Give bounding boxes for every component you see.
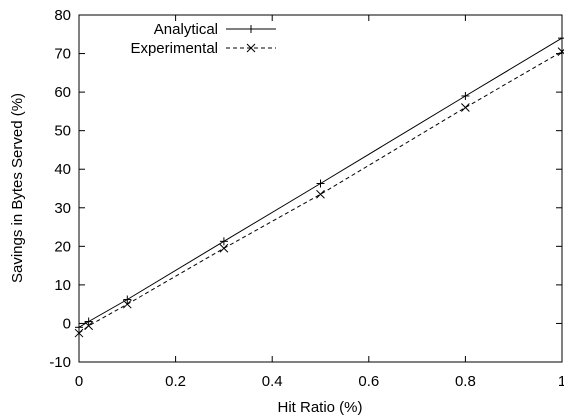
- cross-marker-b: [557, 48, 564, 56]
- data-point-experimental: [557, 47, 564, 56]
- legend-label-experimental: Experimental: [130, 40, 218, 57]
- cross-marker-b: [219, 243, 229, 253]
- data-point-experimental: [84, 321, 94, 331]
- legend-marker-experimental: [246, 43, 256, 53]
- data-point-analytical: [219, 237, 228, 246]
- data-point-analytical: [123, 295, 132, 304]
- cross-marker-b: [316, 189, 325, 199]
- data-point-analytical: [558, 34, 564, 43]
- series-layer: [74, 34, 564, 338]
- y-tick-label: 80: [54, 7, 71, 24]
- data-point-analytical: [461, 91, 470, 100]
- data-point-analytical: [75, 323, 83, 332]
- legend: Analytical Experimental: [130, 21, 276, 57]
- data-point-experimental: [74, 328, 84, 338]
- data-point-experimental: [122, 299, 132, 309]
- data-point-experimental: [316, 189, 325, 199]
- legend-label-analytical: Analytical: [154, 21, 218, 38]
- y-tick-label: 0: [63, 315, 71, 332]
- y-tick-label: 60: [54, 84, 71, 101]
- y-tick-label: -10: [49, 354, 71, 371]
- legend-marker-analytical: [247, 25, 255, 33]
- cross-marker-b: [461, 103, 470, 112]
- x-tick-label: 0.8: [455, 373, 476, 390]
- y-tick-label: 20: [54, 238, 71, 255]
- y-tick-label: 40: [54, 161, 71, 178]
- plot-frame: [78, 14, 563, 363]
- y-axis-label: Savings in Bytes Served (%): [9, 93, 26, 283]
- series-line-experimental: [78, 51, 563, 334]
- y-tick-label: 70: [54, 46, 71, 63]
- x-axis-ticks: 0 0.2 0.4 0.6 0.8 1: [75, 15, 564, 390]
- y-tick-label: 50: [54, 123, 71, 140]
- x-tick-label: 0.2: [165, 373, 186, 390]
- cross-marker-b: [84, 321, 94, 331]
- y-tick-label: 30: [54, 200, 71, 217]
- x-tick-label: 0.6: [358, 373, 379, 390]
- cross-marker-b: [74, 328, 84, 338]
- y-tick-label: 10: [54, 277, 71, 294]
- x-tick-label: 0.4: [262, 373, 283, 390]
- data-point-analytical: [84, 317, 93, 326]
- data-point-experimental: [461, 103, 470, 112]
- cross-marker-b: [246, 43, 256, 53]
- x-tick-label: 1: [558, 373, 564, 390]
- x-axis-label: Hit Ratio (%): [277, 399, 362, 416]
- x-tick-label: 0: [75, 373, 83, 390]
- data-point-experimental: [219, 243, 229, 253]
- data-point-analytical: [316, 179, 325, 188]
- cross-marker-b: [122, 299, 132, 309]
- y-axis-ticks: -10 0 10 20 30 40 50 60 70 80: [49, 7, 562, 371]
